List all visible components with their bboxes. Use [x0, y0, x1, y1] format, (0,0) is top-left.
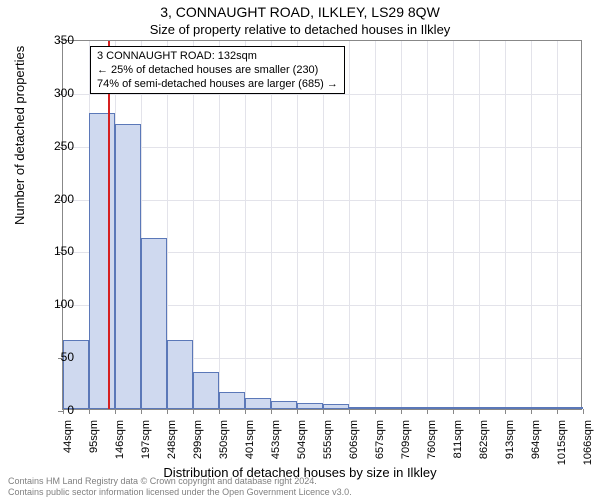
info-box: 3 CONNAUGHT ROAD: 132sqm ← 25% of detach… — [90, 46, 345, 94]
v-gridline — [271, 41, 272, 409]
x-tick-mark — [219, 409, 220, 414]
y-tick-label: 0 — [34, 404, 74, 416]
x-tick-mark — [141, 409, 142, 414]
v-gridline — [453, 41, 454, 409]
x-tick-mark — [531, 409, 532, 414]
y-axis-title: Number of detached properties — [12, 46, 27, 225]
info-line-2: ← 25% of detached houses are smaller (23… — [97, 63, 338, 77]
y-tick-label: 50 — [34, 351, 74, 363]
histogram-bar — [453, 407, 479, 409]
chart-subtitle: Size of property relative to detached ho… — [0, 20, 600, 39]
histogram-bar — [167, 340, 193, 409]
histogram-bar — [401, 407, 427, 409]
info-line-3: 74% of semi-detached houses are larger (… — [97, 77, 338, 91]
x-tick-mark — [193, 409, 194, 414]
y-tick-label: 250 — [34, 140, 74, 152]
histogram-bar — [271, 401, 297, 409]
x-tick-mark — [323, 409, 324, 414]
histogram-bar — [219, 392, 245, 409]
x-tick-mark — [349, 409, 350, 414]
v-gridline — [505, 41, 506, 409]
x-tick-mark — [401, 409, 402, 414]
histogram-bar — [323, 404, 349, 409]
histogram-bar — [557, 407, 583, 409]
marker-line — [108, 41, 110, 409]
histogram-bar — [505, 407, 531, 409]
x-tick-mark — [375, 409, 376, 414]
histogram-bar — [297, 403, 323, 409]
x-tick-mark — [479, 409, 480, 414]
footer-line-2: Contains public sector information licen… — [8, 487, 352, 498]
histogram-bar — [427, 407, 453, 409]
histogram-bar — [375, 407, 401, 409]
x-tick-mark — [453, 409, 454, 414]
x-tick-mark — [115, 409, 116, 414]
y-tick-label: 100 — [34, 298, 74, 310]
v-gridline — [401, 41, 402, 409]
y-tick-label: 350 — [34, 34, 74, 46]
v-gridline — [479, 41, 480, 409]
y-tick-label: 150 — [34, 245, 74, 257]
histogram-bar — [245, 398, 271, 409]
plot-area — [62, 40, 582, 410]
v-gridline — [375, 41, 376, 409]
histogram-bar — [479, 407, 505, 409]
x-tick-mark — [271, 409, 272, 414]
v-gridline — [193, 41, 194, 409]
v-gridline — [323, 41, 324, 409]
y-tick-label: 200 — [34, 193, 74, 205]
v-gridline — [349, 41, 350, 409]
x-tick-mark — [505, 409, 506, 414]
v-gridline — [557, 41, 558, 409]
x-tick-mark — [245, 409, 246, 414]
y-tick-label: 300 — [34, 87, 74, 99]
chart-title: 3, CONNAUGHT ROAD, ILKLEY, LS29 8QW — [0, 0, 600, 20]
v-gridline — [297, 41, 298, 409]
histogram-bar — [349, 407, 375, 409]
histogram-bar — [141, 238, 167, 409]
x-tick-mark — [167, 409, 168, 414]
plot-wrapper: 3 CONNAUGHT ROAD: 132sqm ← 25% of detach… — [62, 40, 582, 410]
v-gridline — [531, 41, 532, 409]
v-gridline — [427, 41, 428, 409]
histogram-bar — [115, 124, 141, 409]
footer-line-1: Contains HM Land Registry data © Crown c… — [8, 476, 352, 487]
x-tick-mark — [427, 409, 428, 414]
v-gridline — [219, 41, 220, 409]
histogram-bar — [89, 113, 115, 409]
histogram-bar — [531, 407, 557, 409]
chart-container: 3, CONNAUGHT ROAD, ILKLEY, LS29 8QW Size… — [0, 0, 600, 500]
x-tick-mark — [89, 409, 90, 414]
v-gridline — [245, 41, 246, 409]
footer: Contains HM Land Registry data © Crown c… — [8, 476, 352, 498]
info-line-1: 3 CONNAUGHT ROAD: 132sqm — [97, 49, 338, 63]
x-tick-mark — [297, 409, 298, 414]
x-tick-mark — [557, 409, 558, 414]
x-tick-mark — [583, 409, 584, 414]
histogram-bar — [193, 372, 219, 409]
